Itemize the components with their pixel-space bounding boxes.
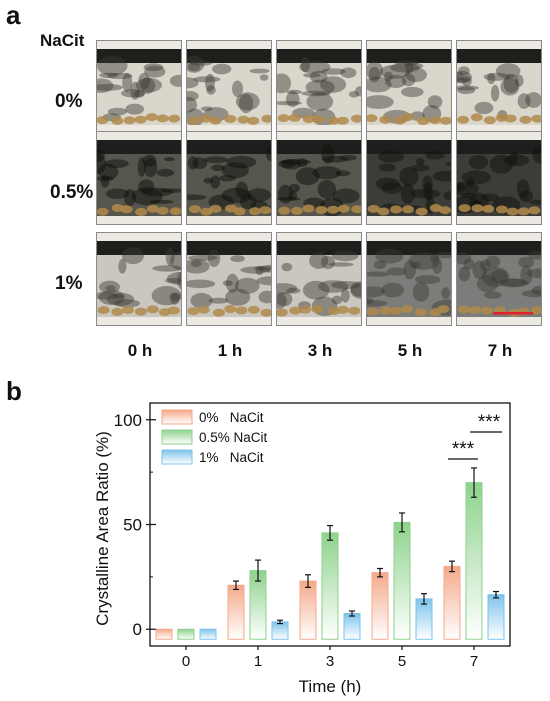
- x-tick-label: 7: [470, 653, 478, 670]
- bar: [178, 629, 194, 639]
- bar: [372, 573, 388, 640]
- legend-swatch: [162, 430, 192, 444]
- x-axis-label: Time (h): [299, 677, 362, 696]
- bar: [272, 622, 288, 639]
- bar: [444, 566, 460, 639]
- bar: [344, 614, 360, 640]
- bar: [200, 629, 216, 639]
- bar: [156, 629, 172, 639]
- legend-label: 0.5% NaCit: [199, 430, 268, 445]
- x-tick-label: 0: [182, 653, 190, 670]
- bar: [300, 581, 316, 639]
- bar: [416, 599, 432, 639]
- legend-label: 1% NaCit: [199, 450, 264, 465]
- legend-swatch: [162, 410, 192, 424]
- x-tick-label: 3: [326, 653, 334, 670]
- bar: [488, 595, 504, 640]
- significance-label: ***: [478, 412, 501, 433]
- y-tick-label: 50: [123, 516, 142, 535]
- bar: [466, 483, 482, 640]
- y-axis-label: Crystalline Area Ratio (%): [93, 431, 112, 626]
- legend-swatch: [162, 450, 192, 464]
- significance-label: ***: [452, 439, 475, 460]
- y-tick-label: 0: [133, 620, 142, 639]
- bar: [394, 522, 410, 639]
- legend-label: 0% NaCit: [199, 410, 264, 425]
- bar: [228, 585, 244, 639]
- y-tick-label: 100: [114, 411, 142, 430]
- x-tick-label: 5: [398, 653, 406, 670]
- bar: [322, 533, 338, 639]
- x-tick-label: 1: [254, 653, 262, 670]
